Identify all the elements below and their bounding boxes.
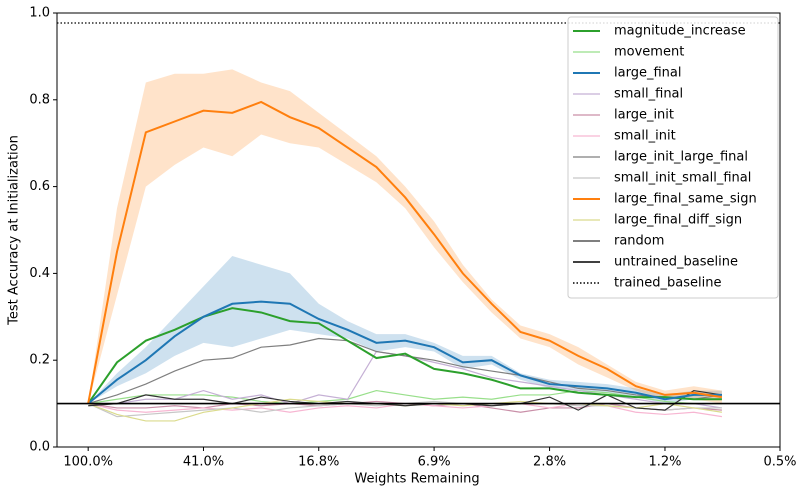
legend-label: small_final [614, 87, 683, 102]
x-tick-label: 2.8% [533, 455, 566, 470]
series-line [88, 337, 723, 405]
y-tick-label: 0.6 [29, 179, 50, 194]
legend-label: untrained_baseline [614, 255, 738, 270]
legend-label: trained_baseline [614, 276, 721, 291]
x-tick-label: 41.0% [183, 455, 224, 470]
series-line [87, 300, 722, 405]
y-tick-label: 0.0 [29, 440, 50, 455]
legend-label: small_init [614, 129, 676, 144]
series-line [88, 389, 722, 405]
x-tick-label: 16.8% [298, 455, 339, 470]
x-tick-label: 6.9% [418, 455, 451, 470]
legend-box [567, 16, 779, 299]
legend-label: magnitude_increase [614, 24, 746, 39]
series-line [87, 307, 722, 405]
legend-label: large_final [614, 66, 681, 81]
legend-label: large_final_same_sign [614, 192, 757, 207]
x-tick-label: 100.0% [63, 455, 113, 470]
x-tick-label: 0.5% [763, 455, 796, 470]
x-axis-label: Weights Remaining [354, 472, 479, 487]
confidence-band [88, 256, 722, 404]
y-tick-label: 0.4 [29, 266, 50, 281]
series-line [88, 389, 723, 411]
y-tick-label: 0.8 [29, 92, 50, 107]
plot-area [57, 22, 780, 422]
legend-label: movement [614, 45, 684, 60]
y-tick-label: 0.2 [29, 353, 50, 368]
legend: magnitude_increase movement large_finalsma… [567, 16, 779, 299]
legend-label: large_final_diff_sign [614, 213, 742, 228]
legend-label: random [614, 234, 664, 249]
y-axis-label: Test Accuracy at Initialization [7, 135, 22, 326]
legend-label: large_init_large_final [614, 150, 748, 165]
y-tick-label: 1.0 [29, 6, 50, 21]
legend-label: small_init_small_final [614, 171, 751, 186]
legend-label: large_init [614, 108, 674, 123]
series-line [87, 100, 723, 404]
plot-frame [56, 12, 781, 448]
x-tick-label: 1.2% [648, 455, 681, 470]
confidence-band [88, 69, 722, 404]
